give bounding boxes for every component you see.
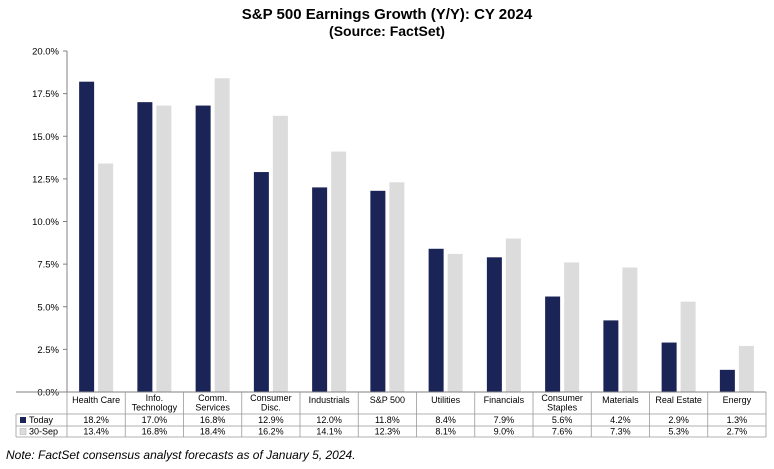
bar-today bbox=[486, 257, 502, 392]
data-label: 16.8% bbox=[200, 415, 226, 425]
bar-30-sep bbox=[389, 182, 405, 392]
data-label: 2.7% bbox=[727, 427, 748, 437]
category-label: Technology bbox=[132, 403, 178, 413]
data-table: Health Care Info.Technology Comm.Services C… bbox=[15, 391, 767, 438]
bar-today bbox=[370, 190, 386, 392]
bar-today bbox=[603, 320, 619, 392]
legend-key bbox=[20, 417, 26, 423]
category-label: Comm. bbox=[198, 393, 227, 403]
bar-chart: 0.0% 2.5% 5.0% 7.5% 10.0% 12.5% 15.0% 17.5% 20.0… bbox=[15, 47, 767, 438]
bar-30-sep bbox=[331, 151, 347, 392]
bar-30-sep bbox=[447, 253, 463, 392]
y-axis: 0.0% 2.5% 5.0% 7.5% 10.0% 12.5% 15.0% 17.5% 20.0… bbox=[32, 47, 68, 399]
data-label: 12.3% bbox=[375, 427, 401, 437]
data-label: 5.6% bbox=[552, 415, 573, 425]
category-label: Utilities bbox=[431, 395, 461, 405]
bar-30-sep bbox=[214, 78, 230, 392]
data-label: 7.6% bbox=[552, 427, 573, 437]
data-label: 4.2% bbox=[610, 415, 631, 425]
bar-30-sep bbox=[622, 267, 638, 392]
category-label: Consumer bbox=[541, 393, 583, 403]
bar-30-sep bbox=[505, 238, 521, 392]
data-label: 12.0% bbox=[316, 415, 342, 425]
y-tick-label: 12.5% bbox=[32, 174, 59, 185]
data-label: 16.8% bbox=[142, 427, 168, 437]
data-label: 16.2% bbox=[258, 427, 284, 437]
data-label: 12.9% bbox=[258, 415, 284, 425]
data-label: 1.3% bbox=[727, 415, 748, 425]
bar-today bbox=[79, 81, 95, 392]
bar-30-sep bbox=[680, 301, 696, 392]
y-tick-label: 17.5% bbox=[32, 89, 59, 100]
data-label: 18.4% bbox=[200, 427, 226, 437]
category-label: Health Care bbox=[72, 395, 120, 405]
bar-today bbox=[545, 296, 561, 392]
category-label: Consumer bbox=[250, 393, 292, 403]
bar-30-sep bbox=[738, 345, 754, 392]
category-label: Services bbox=[195, 403, 230, 413]
footnote: Note: FactSet consensus analyst forecast… bbox=[6, 448, 356, 462]
bar-30-sep bbox=[98, 163, 114, 392]
y-tick-label: 15.0% bbox=[32, 132, 59, 143]
bar-today bbox=[312, 187, 328, 392]
bar-today bbox=[719, 369, 735, 392]
y-tick-label: 0.0% bbox=[37, 388, 59, 399]
data-label: 18.2% bbox=[83, 415, 109, 425]
category-label: S&P 500 bbox=[370, 395, 405, 405]
category-label: Real Estate bbox=[655, 395, 702, 405]
data-label: 7.3% bbox=[610, 427, 631, 437]
data-label: 11.8% bbox=[375, 415, 400, 425]
y-tick-label: 5.0% bbox=[37, 302, 59, 313]
legend-key bbox=[19, 428, 27, 435]
category-label: Info. bbox=[146, 393, 164, 403]
data-label: 14.1% bbox=[316, 427, 342, 437]
category-label: Industrials bbox=[309, 395, 351, 405]
category-label: Disc. bbox=[261, 403, 281, 413]
data-label: 9.0% bbox=[494, 427, 515, 437]
bar-today bbox=[195, 105, 211, 392]
data-label: 17.0% bbox=[142, 415, 168, 425]
legend-label: 30-Sep bbox=[29, 427, 58, 437]
category-label: Staples bbox=[547, 403, 578, 413]
y-tick-label: 2.5% bbox=[37, 345, 59, 356]
bar-30-sep bbox=[564, 262, 580, 392]
category-label: Energy bbox=[723, 395, 752, 405]
category-label: Materials bbox=[602, 395, 639, 405]
data-label: 2.9% bbox=[668, 415, 689, 425]
bar-today bbox=[137, 102, 153, 393]
bar-today bbox=[428, 248, 444, 392]
data-label: 13.4% bbox=[83, 427, 109, 437]
data-label: 5.3% bbox=[668, 427, 689, 437]
bar-30-sep bbox=[156, 105, 172, 392]
data-label: 8.1% bbox=[435, 427, 456, 437]
bar-today bbox=[661, 342, 677, 392]
y-tick-label: 7.5% bbox=[37, 260, 59, 271]
y-tick-label: 20.0% bbox=[32, 47, 59, 58]
category-label: Financials bbox=[484, 395, 525, 405]
bars bbox=[79, 78, 754, 393]
chart-title: S&P 500 Earnings Growth (Y/Y): CY 2024 bbox=[241, 6, 533, 23]
chart-subtitle: (Source: FactSet) bbox=[329, 23, 445, 39]
data-label: 8.4% bbox=[435, 415, 456, 425]
y-tick-label: 10.0% bbox=[32, 217, 59, 228]
bar-30-sep bbox=[272, 115, 288, 392]
data-label: 7.9% bbox=[494, 415, 515, 425]
bar-today bbox=[253, 172, 269, 392]
legend-label: Today bbox=[29, 415, 54, 425]
